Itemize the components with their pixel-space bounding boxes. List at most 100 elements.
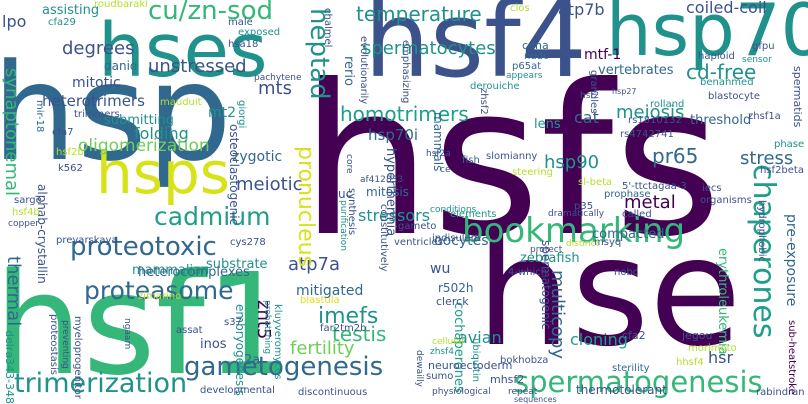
word-appears: appears [506, 71, 543, 81]
word-chaperones: chaperones [746, 164, 781, 339]
word-spermatogenic: spermatogenic [539, 240, 553, 330]
word-wu: wu [430, 261, 451, 277]
word-discontinuous: discontinuous [298, 387, 368, 398]
word-trimmers: trimmers [74, 109, 120, 120]
word-neuroectoderm: neuroectoderm [428, 359, 513, 372]
word-mitotic: mitotic [72, 75, 121, 91]
word-stressors: stressors [358, 206, 431, 225]
word-iecs: iecs [702, 183, 722, 194]
word-hsp90: hsp90 [544, 152, 600, 173]
word-sl-beta: sl-beta [578, 177, 613, 188]
word-zygotic: zygotic [232, 149, 283, 165]
word-heterocomplexes: heterocomplexes [138, 265, 250, 280]
word-rabindran: rabindran [756, 387, 805, 398]
word-hsp70: hsp70 [606, 0, 808, 72]
word-kluyveromyces: kluyveromyces [272, 304, 283, 380]
word-phase: phase [774, 139, 805, 150]
word-oocytes: oocytes [434, 233, 489, 249]
word-granules: granules [588, 70, 599, 114]
word-nudc: nudc [524, 51, 549, 62]
word-fish: fish [462, 155, 480, 166]
word-cellular: cellular [432, 337, 465, 347]
word-hsf2b: hsf2b [56, 147, 84, 158]
word-mtf-1: mtf-1 [584, 47, 622, 63]
word-compacted: compacted [592, 227, 665, 242]
word-clerck: clerck [436, 295, 469, 308]
word-mir-18: mir-18 [34, 100, 45, 133]
word-mhsf2: mhsf2 [490, 373, 525, 386]
word-zhsf1a: zhsf1a [748, 111, 781, 122]
word-proteostasis: proteostasis [48, 314, 59, 376]
word-temperature: temperature [356, 2, 482, 26]
word-rerio: rerio [341, 56, 356, 86]
word-assat: assat [176, 325, 203, 336]
word-hhsf4: hhsf4 [676, 357, 704, 368]
word-copper: copper [8, 219, 40, 229]
word-proteasome: proteasome [84, 276, 234, 305]
word-benahmed: benahmed [700, 77, 754, 88]
word-rs1810132: rs1810132 [628, 115, 682, 126]
word-mitosis: mitosis [366, 185, 409, 199]
word-homotrimers: homotrimers [340, 102, 469, 126]
word-repeat: repeat [508, 387, 538, 397]
word-trimerization: trimerization [14, 368, 188, 399]
word-folding: folding [134, 124, 189, 143]
word-spermatogenesis: spermatogenesis [514, 365, 763, 399]
word-atp7b: atp7b [558, 0, 605, 19]
word-atp7a: atp7a [288, 254, 340, 275]
word-bokhobza: bokhobza [500, 355, 549, 366]
word-elements: elements [450, 209, 497, 220]
word-sensor: sensor [742, 55, 772, 65]
word-prophase: prophase [604, 189, 651, 200]
word-male: male [228, 17, 253, 28]
word-hsf4b: hsf4b [12, 207, 40, 218]
word-dewailly: dewailly [414, 350, 424, 387]
word-sumo: sumo [426, 371, 454, 382]
word-uc: uc [338, 187, 353, 201]
word-dramatically: dramatically [548, 209, 605, 219]
word-sub-heatstroke: sub-heatstroke [786, 320, 797, 395]
word-hyperthermia: hyperthermia [383, 148, 398, 237]
word-hsfs: hsfs [300, 41, 722, 283]
word-r502h: r502h [438, 281, 474, 295]
word-pre-exposure: pre-exposure [783, 214, 799, 307]
word-spermatocytes: spermatocytes [362, 38, 496, 59]
word-hses: hses [98, 8, 268, 94]
word-p65at: p65at [512, 61, 542, 72]
word-alphab-crystallin: alphab-crystallin [35, 184, 49, 284]
word-thermotolerant: thermotolerant [576, 383, 667, 397]
word-threshold: threshold [690, 113, 752, 128]
word-testis: testis [332, 322, 387, 346]
word-cdna: cdna [522, 39, 549, 52]
word-cochaperones: cochaperones [451, 302, 466, 393]
word-hsr: hsr [708, 348, 734, 367]
word-slomianny: slomianny [486, 151, 538, 162]
word-far2tm2b: far2tm2b [320, 323, 367, 334]
word-vertebrates: vertebrates [598, 63, 674, 78]
word-clos: clos [510, 3, 530, 14]
word-4-which: 4-which [508, 267, 548, 278]
word-haploid: haploid [698, 51, 735, 62]
word-coiled-coil: coiled-coil [686, 0, 767, 17]
word-hsf2: hsf2 [580, 91, 600, 101]
word-cfa7: cfa7 [52, 127, 74, 138]
word-pronucleus: pronucleus [293, 146, 318, 268]
word-physiological: physiological [432, 387, 491, 397]
word-osteoclastogenic: osteoclastogenic [227, 124, 241, 226]
word-lpo: lpo [2, 12, 27, 31]
word-danio: danio [104, 59, 138, 73]
word-heptad: heptad [304, 8, 334, 100]
word-spermatids: spermatids [791, 66, 804, 128]
word-imefs: imefs [318, 304, 379, 329]
word-hsf2beta: hsf2beta [760, 165, 804, 176]
word-hsp27: hsp27 [612, 87, 637, 96]
word-hsf4: hsf4 [364, 0, 587, 101]
word-developmental: developmental [200, 385, 275, 396]
word-thermal: thermal [3, 256, 24, 327]
word-embryogenesis: embryogenesis [233, 304, 247, 396]
word-hse: hse [476, 206, 742, 380]
word-bookmarking: bookmarking [462, 211, 686, 251]
word-zhsf2: zhsf2 [478, 88, 489, 115]
word-multicopy: multicopy [547, 270, 568, 359]
word-p35: p35 [574, 201, 594, 212]
